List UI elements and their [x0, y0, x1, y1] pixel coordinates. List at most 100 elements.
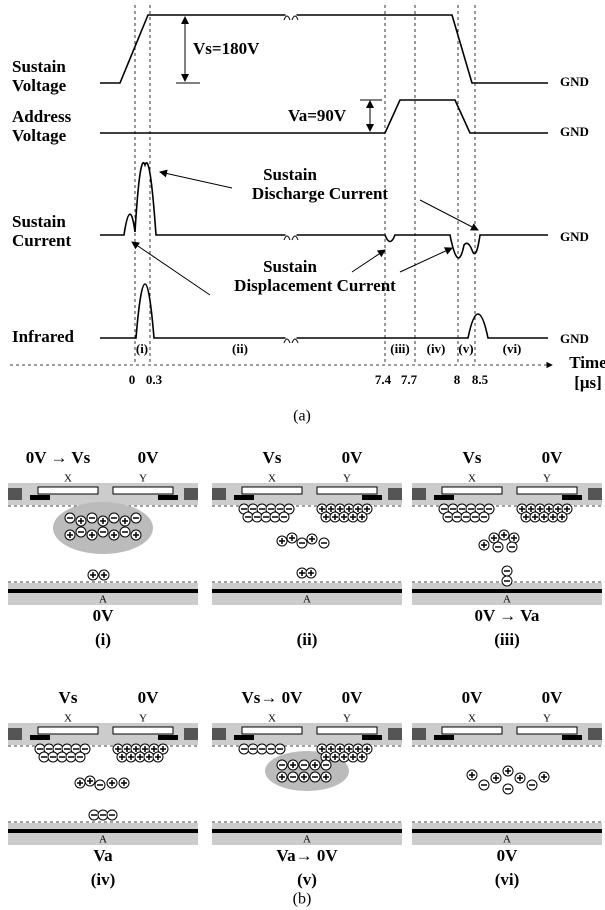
bus: [362, 495, 382, 500]
electrode-label: X: [64, 473, 72, 485]
rear-plate: [212, 583, 402, 605]
bus: [30, 735, 50, 740]
rear-plate: [212, 823, 402, 845]
rear-plate: [412, 583, 602, 605]
electrode-label: A: [303, 834, 311, 846]
bus: [30, 495, 50, 500]
time-tick: 7.4: [375, 372, 392, 387]
bus: [158, 495, 178, 500]
voltage-label: 0V → Va: [475, 606, 540, 625]
electrode-label: X: [64, 713, 72, 725]
electrode: [112, 726, 174, 735]
barrier: [184, 488, 198, 500]
gnd-label: GND: [560, 74, 589, 89]
electrode: [316, 726, 378, 735]
electrode-label: X: [268, 473, 276, 485]
phase-label: (ii): [232, 341, 248, 356]
electrode-label: X: [468, 473, 476, 485]
voltage-label: Vs: [59, 688, 78, 707]
barrier: [388, 728, 402, 740]
bus: [562, 495, 582, 500]
electrode: [516, 726, 578, 735]
panel-tag: (vi): [495, 870, 520, 889]
address-electrode: [8, 829, 198, 833]
voltage-label: Vs→ 0V: [242, 688, 304, 707]
address-electrode: [412, 589, 602, 593]
electrode-label: Y: [543, 713, 551, 725]
phase-label: (vi): [503, 341, 522, 356]
barrier: [212, 488, 226, 500]
address-electrode: [8, 589, 198, 593]
voltage-label: Va→ 0V: [276, 846, 338, 865]
displacement-label: Sustain Displacement Current: [234, 257, 396, 295]
time-tick: 0: [129, 372, 136, 387]
voltage-label: Va: [93, 846, 113, 865]
rear-plate: [8, 583, 198, 605]
bus: [234, 495, 254, 500]
address-electrode: [412, 829, 602, 833]
waveforms: [100, 7, 548, 346]
barrier: [588, 488, 602, 500]
barrier: [212, 728, 226, 740]
voltage-label: Vs: [263, 448, 282, 467]
voltage-label: 0V: [497, 846, 519, 865]
row-label: Address Voltage: [12, 107, 72, 145]
barrier: [388, 488, 402, 500]
panel-tag: (iii): [494, 630, 520, 649]
electrode-label: A: [503, 834, 511, 846]
time-tick: 8: [454, 372, 461, 387]
voltage-label: 0V: [542, 688, 564, 707]
barrier: [412, 728, 426, 740]
panel-tag: (i): [95, 630, 111, 649]
electrode-label: X: [268, 713, 276, 725]
bus: [234, 735, 254, 740]
electrode-label: Y: [343, 713, 351, 725]
voltage-label: 0V: [138, 688, 160, 707]
voltage-label: 0V: [93, 606, 115, 625]
panel-tag: (iv): [91, 870, 116, 889]
barrier: [412, 488, 426, 500]
address-electrode: [212, 829, 402, 833]
rear-plate: [8, 823, 198, 845]
gnd-label: GND: [560, 229, 589, 244]
caption: (b): [293, 891, 312, 908]
gnd-label: GND: [560, 124, 589, 139]
electrode-label: X: [468, 713, 476, 725]
va-label: Va=90V: [288, 106, 347, 125]
voltage-label: 0V: [542, 448, 564, 467]
barrier: [588, 728, 602, 740]
cell-diagrams: X Y A 0V → Vs 0V 0V (i) X Y A Vs 0V (ii) X Y A Vs 0V 0V → …: [8, 448, 602, 889]
phase-label: (i): [136, 341, 148, 356]
electrode-label: A: [99, 594, 107, 606]
electrode-label: Y: [139, 713, 147, 725]
electrode: [37, 726, 99, 735]
voltage-label: Vs: [463, 448, 482, 467]
discharge-label: Sustain Discharge Current: [252, 165, 388, 203]
bus: [434, 735, 454, 740]
electrode-label: Y: [139, 473, 147, 485]
bus: [562, 735, 582, 740]
row-label: Infrared: [12, 327, 75, 346]
barrier: [184, 728, 198, 740]
electrode: [37, 486, 99, 495]
gnd-label: GND: [560, 331, 589, 346]
electrode: [241, 726, 303, 735]
voltage-label: 0V → Vs: [26, 448, 91, 467]
vs-label: Vs=180V: [193, 39, 260, 58]
electrode-label: A: [99, 834, 107, 846]
row-label: Sustain Voltage: [12, 57, 67, 95]
barrier: [8, 488, 22, 500]
time-tick: 0.3: [146, 372, 163, 387]
panel-tag: (ii): [297, 630, 318, 649]
dashed-guides: [10, 5, 553, 369]
phase-label: (iv): [427, 341, 446, 356]
bus: [362, 735, 382, 740]
panel-tag: (v): [297, 870, 317, 889]
electrode-label: Y: [343, 473, 351, 485]
voltage-label: 0V: [138, 448, 160, 467]
electrode-label: A: [303, 594, 311, 606]
voltage-label: 0V: [342, 688, 364, 707]
time-tick: 8.5: [472, 372, 489, 387]
electrode: [441, 486, 503, 495]
